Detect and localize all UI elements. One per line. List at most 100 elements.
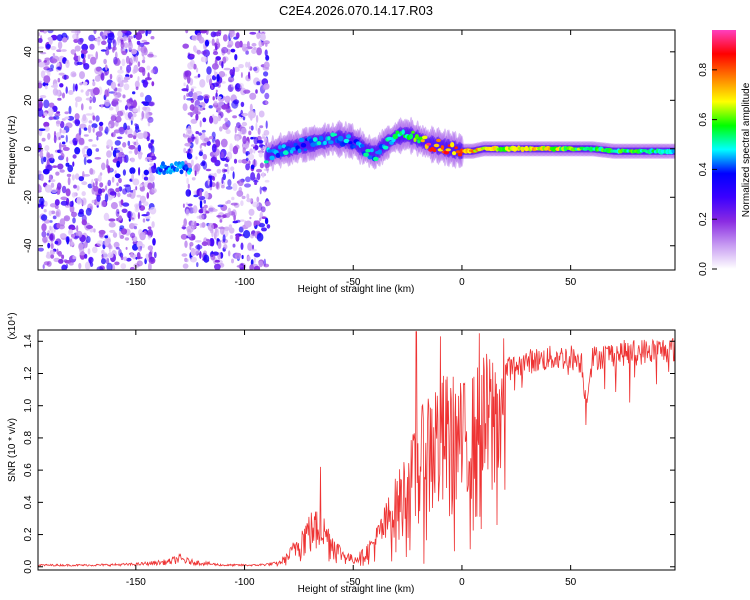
noise-speckle — [57, 163, 64, 170]
noise-speckle — [95, 66, 101, 72]
noise-speckle — [249, 103, 253, 113]
noise-speckle — [123, 83, 130, 91]
noise-speckle — [237, 179, 244, 187]
noise-speckle — [188, 91, 194, 98]
noise-speckle — [91, 144, 97, 147]
noise-speckle — [199, 120, 202, 128]
noise-speckle — [48, 36, 53, 45]
noise-speckle — [76, 185, 80, 191]
noise-speckle — [192, 248, 200, 256]
noise-speckle — [60, 121, 65, 129]
noise-speckle — [113, 56, 118, 65]
noise-speckle — [58, 72, 65, 76]
noise-speckle — [263, 168, 270, 171]
snr-frame — [37, 329, 676, 571]
noise-speckle — [211, 84, 214, 90]
noise-speckle — [112, 46, 115, 53]
noise-speckle — [111, 176, 115, 183]
noise-speckle — [252, 66, 258, 72]
noise-speckle — [73, 184, 77, 189]
noise-speckle — [139, 185, 146, 192]
noise-speckle — [139, 231, 146, 241]
colorbar-ticks: 0.0 0.2 0.4 0.6 0.8 — [698, 62, 717, 276]
spectrogram-x-label: Height of straight line (km) — [298, 284, 415, 295]
noise-speckle — [243, 230, 251, 239]
noise-speckle — [238, 159, 243, 164]
noise-speckle — [142, 130, 148, 139]
noise-speckle — [93, 228, 96, 233]
noise-speckle — [78, 137, 85, 145]
noise-speckle — [91, 123, 98, 129]
spectrogram-y-ticks: -40 -20 0 20 40 — [23, 46, 675, 253]
noise-speckle — [134, 206, 140, 213]
noise-speckle — [216, 238, 220, 242]
noise-speckle — [187, 62, 195, 70]
ridge-core — [327, 136, 331, 141]
ridge-core — [382, 145, 389, 150]
ridge-core — [455, 150, 461, 154]
noise-speckle — [88, 34, 95, 42]
noise-speckle — [201, 241, 208, 247]
noise-speckle — [202, 207, 206, 215]
noise-speckle — [196, 262, 199, 268]
noise-speckle — [89, 168, 94, 175]
noise-speckle — [235, 135, 240, 142]
noise-speckle — [227, 44, 232, 48]
noise-speckle — [113, 241, 120, 248]
noise-speckle — [151, 81, 155, 87]
noise-speckle — [255, 89, 258, 94]
noise-speckle — [70, 241, 74, 246]
noise-speckle — [232, 220, 239, 224]
noise-speckle — [258, 260, 264, 268]
noise-speckle — [263, 71, 269, 77]
noise-speckle — [83, 63, 90, 70]
noise-speckle — [192, 205, 198, 214]
noise-speckle — [211, 38, 215, 46]
noise-speckle — [64, 116, 70, 120]
noise-speckle — [61, 141, 66, 145]
noise-speckle — [70, 71, 77, 78]
noise-speckle — [256, 47, 262, 56]
noise-speckle — [50, 254, 55, 259]
noise-speckle — [57, 77, 61, 83]
noise-speckle — [56, 248, 59, 255]
ridge-core — [454, 146, 458, 150]
noise-speckle — [129, 35, 133, 40]
noise-speckle — [145, 112, 150, 119]
noise-speckle — [153, 251, 157, 259]
noise-speckle — [87, 54, 94, 57]
ridge-core — [303, 148, 308, 152]
ridge-core — [348, 141, 353, 145]
noise-speckle — [256, 81, 261, 86]
noise-speckle — [201, 50, 207, 55]
spectrogram-panel: -150 -100 -50 0 50 -40 -20 0 20 40 Height of str… — [7, 29, 676, 295]
noise-speckle — [127, 133, 134, 138]
noise-speckle — [146, 136, 150, 142]
noise-speckle — [242, 147, 246, 154]
noise-speckle — [236, 265, 244, 268]
noise-speckle — [124, 105, 128, 111]
noise-speckle — [250, 136, 254, 140]
spectrogram-frame — [37, 29, 676, 271]
noise-speckle — [114, 173, 121, 179]
noise-speckle — [199, 144, 202, 149]
noise-speckle — [65, 188, 71, 197]
ridge-core — [298, 137, 305, 143]
ridge-low-blob — [161, 161, 165, 167]
noise-speckle — [83, 156, 87, 166]
noise-speckle — [43, 121, 50, 128]
noise-speckle — [68, 105, 72, 115]
noise-speckle — [209, 115, 214, 124]
ridge-core — [363, 152, 369, 157]
noise-speckle — [245, 61, 249, 68]
noise-speckle — [250, 233, 254, 239]
noise-speckle — [128, 145, 136, 150]
noise-speckle — [181, 253, 188, 257]
noise-speckle — [100, 49, 107, 52]
noise-speckle — [141, 59, 146, 64]
noise-speckle — [212, 96, 215, 101]
noise-speckle — [50, 243, 54, 250]
y-tick-label: -40 — [23, 238, 34, 253]
noise-speckle — [41, 223, 47, 232]
snr-x-ticks: -150 -100 -50 0 50 — [126, 330, 577, 588]
